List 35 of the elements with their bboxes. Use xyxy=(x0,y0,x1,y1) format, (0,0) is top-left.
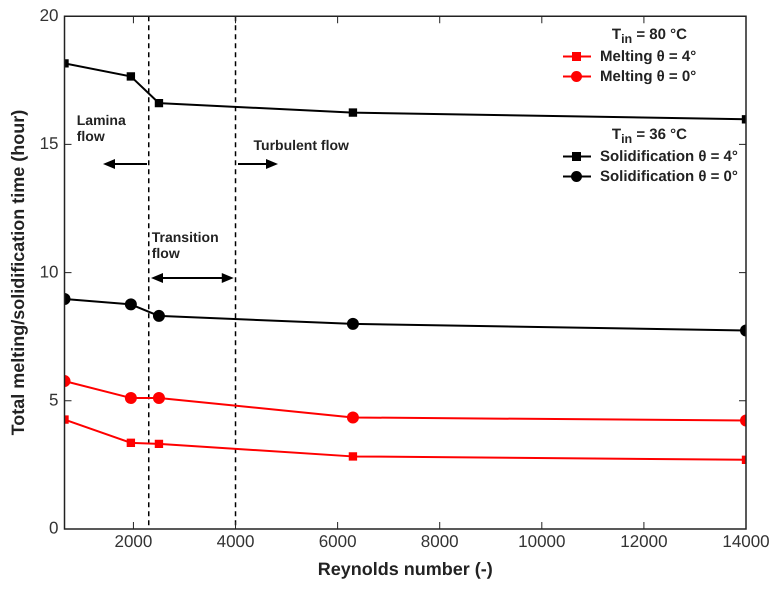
point xyxy=(124,298,137,310)
annotation: T$_{in}$ = 36 °C xyxy=(610,125,688,146)
x-tick-label: 12000 xyxy=(620,532,668,551)
point xyxy=(126,438,136,448)
annotation: Lamina flow xyxy=(76,112,127,144)
point xyxy=(152,310,165,322)
y-tick-label: 5 xyxy=(49,390,59,410)
legend-label: Melting θ = 0° xyxy=(600,68,696,85)
annotation: Transition flow xyxy=(152,229,220,261)
x-tick-label: 6000 xyxy=(318,532,357,551)
point xyxy=(346,411,359,424)
x-tick-label: 14000 xyxy=(722,532,770,551)
point xyxy=(126,72,136,81)
y-tick-label: 0 xyxy=(49,518,59,538)
y-tick-label: 15 xyxy=(40,134,59,154)
point xyxy=(124,392,137,404)
legend-label: Melting θ = 4° xyxy=(600,48,696,65)
point xyxy=(152,392,165,404)
point xyxy=(154,440,164,448)
point xyxy=(348,452,358,461)
y-axis-title: Total melting/solidification time (hour) xyxy=(8,110,28,436)
y-tick-label: 20 xyxy=(40,6,59,25)
x-tick-label: 8000 xyxy=(420,532,459,551)
y-tick-label: 10 xyxy=(40,262,59,282)
x-axis-title: Reynolds number (-) xyxy=(318,559,493,580)
legend-label: Solidification θ = 0° xyxy=(600,168,738,185)
point xyxy=(348,108,358,117)
point xyxy=(154,98,164,108)
x-tick-label: 10000 xyxy=(518,532,566,551)
annotation: T$_{in}$ = 80 °C xyxy=(610,25,688,46)
point xyxy=(346,318,359,330)
annotation: Turbulent flow xyxy=(254,136,349,153)
legend-label: Solidification θ = 4° xyxy=(600,148,738,165)
x-tick-label: 4000 xyxy=(216,532,254,551)
x-tick-label: 2000 xyxy=(114,532,152,551)
